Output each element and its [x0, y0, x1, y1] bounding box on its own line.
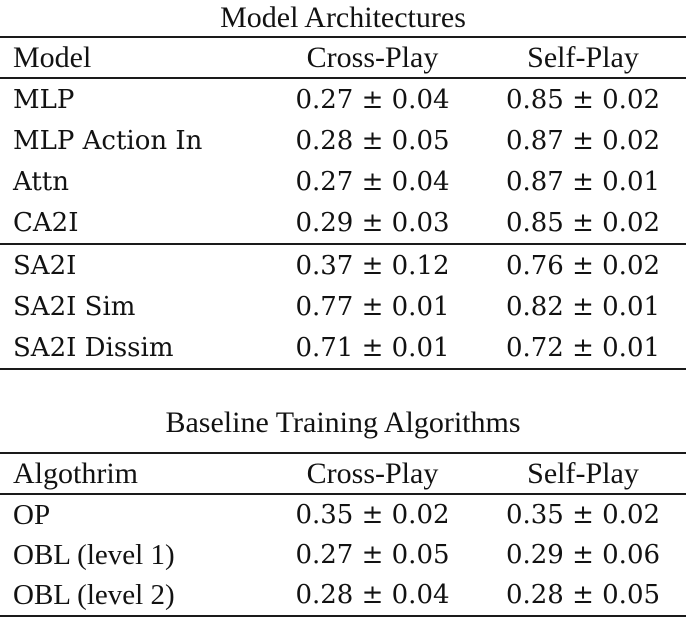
self-play-value: 0.85 ± 0.02 [505, 207, 661, 238]
self-play-value: 0.29 ± 0.06 [505, 540, 661, 570]
model-architectures-table: Model Cross-Play Self-Play MLP 0.27 ± 0.… [0, 36, 686, 370]
table-header: Model Cross-Play Self-Play [0, 37, 686, 78]
table-row: CA2I 0.29 ± 0.03 0.85 ± 0.02 [0, 202, 686, 244]
table-row: Attn 0.27 ± 0.04 0.87 ± 0.01 [0, 161, 686, 202]
header-row: Model Cross-Play Self-Play [0, 37, 686, 78]
table-row: SA2I Dissim 0.71 ± 0.01 0.72 ± 0.01 [0, 327, 686, 369]
self-play-value: 0.85 ± 0.02 [505, 84, 661, 115]
row-label-cell: MLP Action In [13, 125, 203, 156]
column-header-algothrim: Algothrim [13, 456, 138, 490]
table-row: OBL (level 1) 0.27 ± 0.05 0.29 ± 0.06 [0, 535, 686, 575]
cross-play-value: 0.27 ± 0.05 [295, 540, 450, 570]
self-play-value: 0.35 ± 0.02 [505, 500, 661, 530]
self-play-value: 0.82 ± 0.01 [505, 291, 661, 322]
table-row: SA2I 0.37 ± 0.12 0.76 ± 0.02 [0, 244, 686, 286]
row-label-cell: SA2I [13, 250, 77, 281]
self-play-value: 0.87 ± 0.02 [505, 125, 661, 156]
row-label-cell: OBL (level 1) [13, 538, 175, 571]
baseline-training-algorithms-section: Baseline Training Algorithms Algothrim C… [0, 370, 686, 617]
table-title: Model Architectures [220, 1, 466, 34]
cross-play-value: 0.28 ± 0.05 [295, 125, 450, 156]
cross-play-value: 0.71 ± 0.01 [295, 332, 450, 363]
self-play-value: 0.28 ± 0.05 [505, 580, 661, 610]
row-label-cell: CA2I [13, 207, 79, 238]
cross-play-value: 0.29 ± 0.03 [295, 207, 450, 238]
model-architectures-section: Model Architectures Model Cross-Play Sel… [0, 1, 686, 370]
table-group-sa2i: SA2I 0.37 ± 0.12 0.76 ± 0.02 SA2I Sim 0.… [0, 244, 686, 369]
column-header-cross-play: Cross-Play [306, 40, 439, 74]
column-header-self-play: Self-Play [527, 456, 639, 490]
cross-play-value: 0.37 ± 0.12 [295, 250, 450, 281]
row-label-cell: MLP [13, 84, 75, 115]
row-label-cell: SA2I Sim [13, 291, 136, 322]
table-group-baselines: MLP 0.27 ± 0.04 0.85 ± 0.02 MLP Action I… [0, 78, 686, 244]
table-group-algorithms: OP 0.35 ± 0.02 0.35 ± 0.02 OBL (level 1)… [0, 494, 686, 616]
row-label-cell: OBL (level 2) [13, 578, 175, 611]
table-header: Algothrim Cross-Play Self-Play [0, 453, 686, 494]
cross-play-value: 0.35 ± 0.02 [295, 500, 450, 530]
cross-play-value: 0.77 ± 0.01 [295, 291, 450, 322]
column-header-model: Model [13, 40, 92, 74]
self-play-value: 0.76 ± 0.02 [505, 250, 661, 281]
column-header-self-play: Self-Play [527, 40, 639, 74]
column-header-cross-play: Cross-Play [306, 456, 439, 490]
self-play-value: 0.72 ± 0.01 [505, 332, 661, 363]
table-row: MLP 0.27 ± 0.04 0.85 ± 0.02 [0, 78, 686, 120]
row-label-cell: OP [13, 498, 51, 531]
row-label-cell: SA2I Dissim [13, 332, 174, 363]
cross-play-value: 0.27 ± 0.04 [295, 166, 450, 197]
cross-play-value: 0.27 ± 0.04 [295, 84, 450, 115]
cross-play-value: 0.28 ± 0.04 [295, 580, 450, 610]
table-row: SA2I Sim 0.77 ± 0.01 0.82 ± 0.01 [0, 286, 686, 327]
row-label-cell: Attn [13, 166, 69, 197]
table-title: Baseline Training Algorithms [165, 406, 521, 439]
header-row: Algothrim Cross-Play Self-Play [0, 453, 686, 494]
table-row: OP 0.35 ± 0.02 0.35 ± 0.02 [0, 494, 686, 535]
baseline-training-algorithms-table: Algothrim Cross-Play Self-Play OP 0.35 ±… [0, 452, 686, 617]
table-row: OBL (level 2) 0.28 ± 0.04 0.28 ± 0.05 [0, 575, 686, 616]
self-play-value: 0.87 ± 0.01 [505, 166, 661, 197]
table-row: MLP Action In 0.28 ± 0.05 0.87 ± 0.02 [0, 120, 686, 161]
